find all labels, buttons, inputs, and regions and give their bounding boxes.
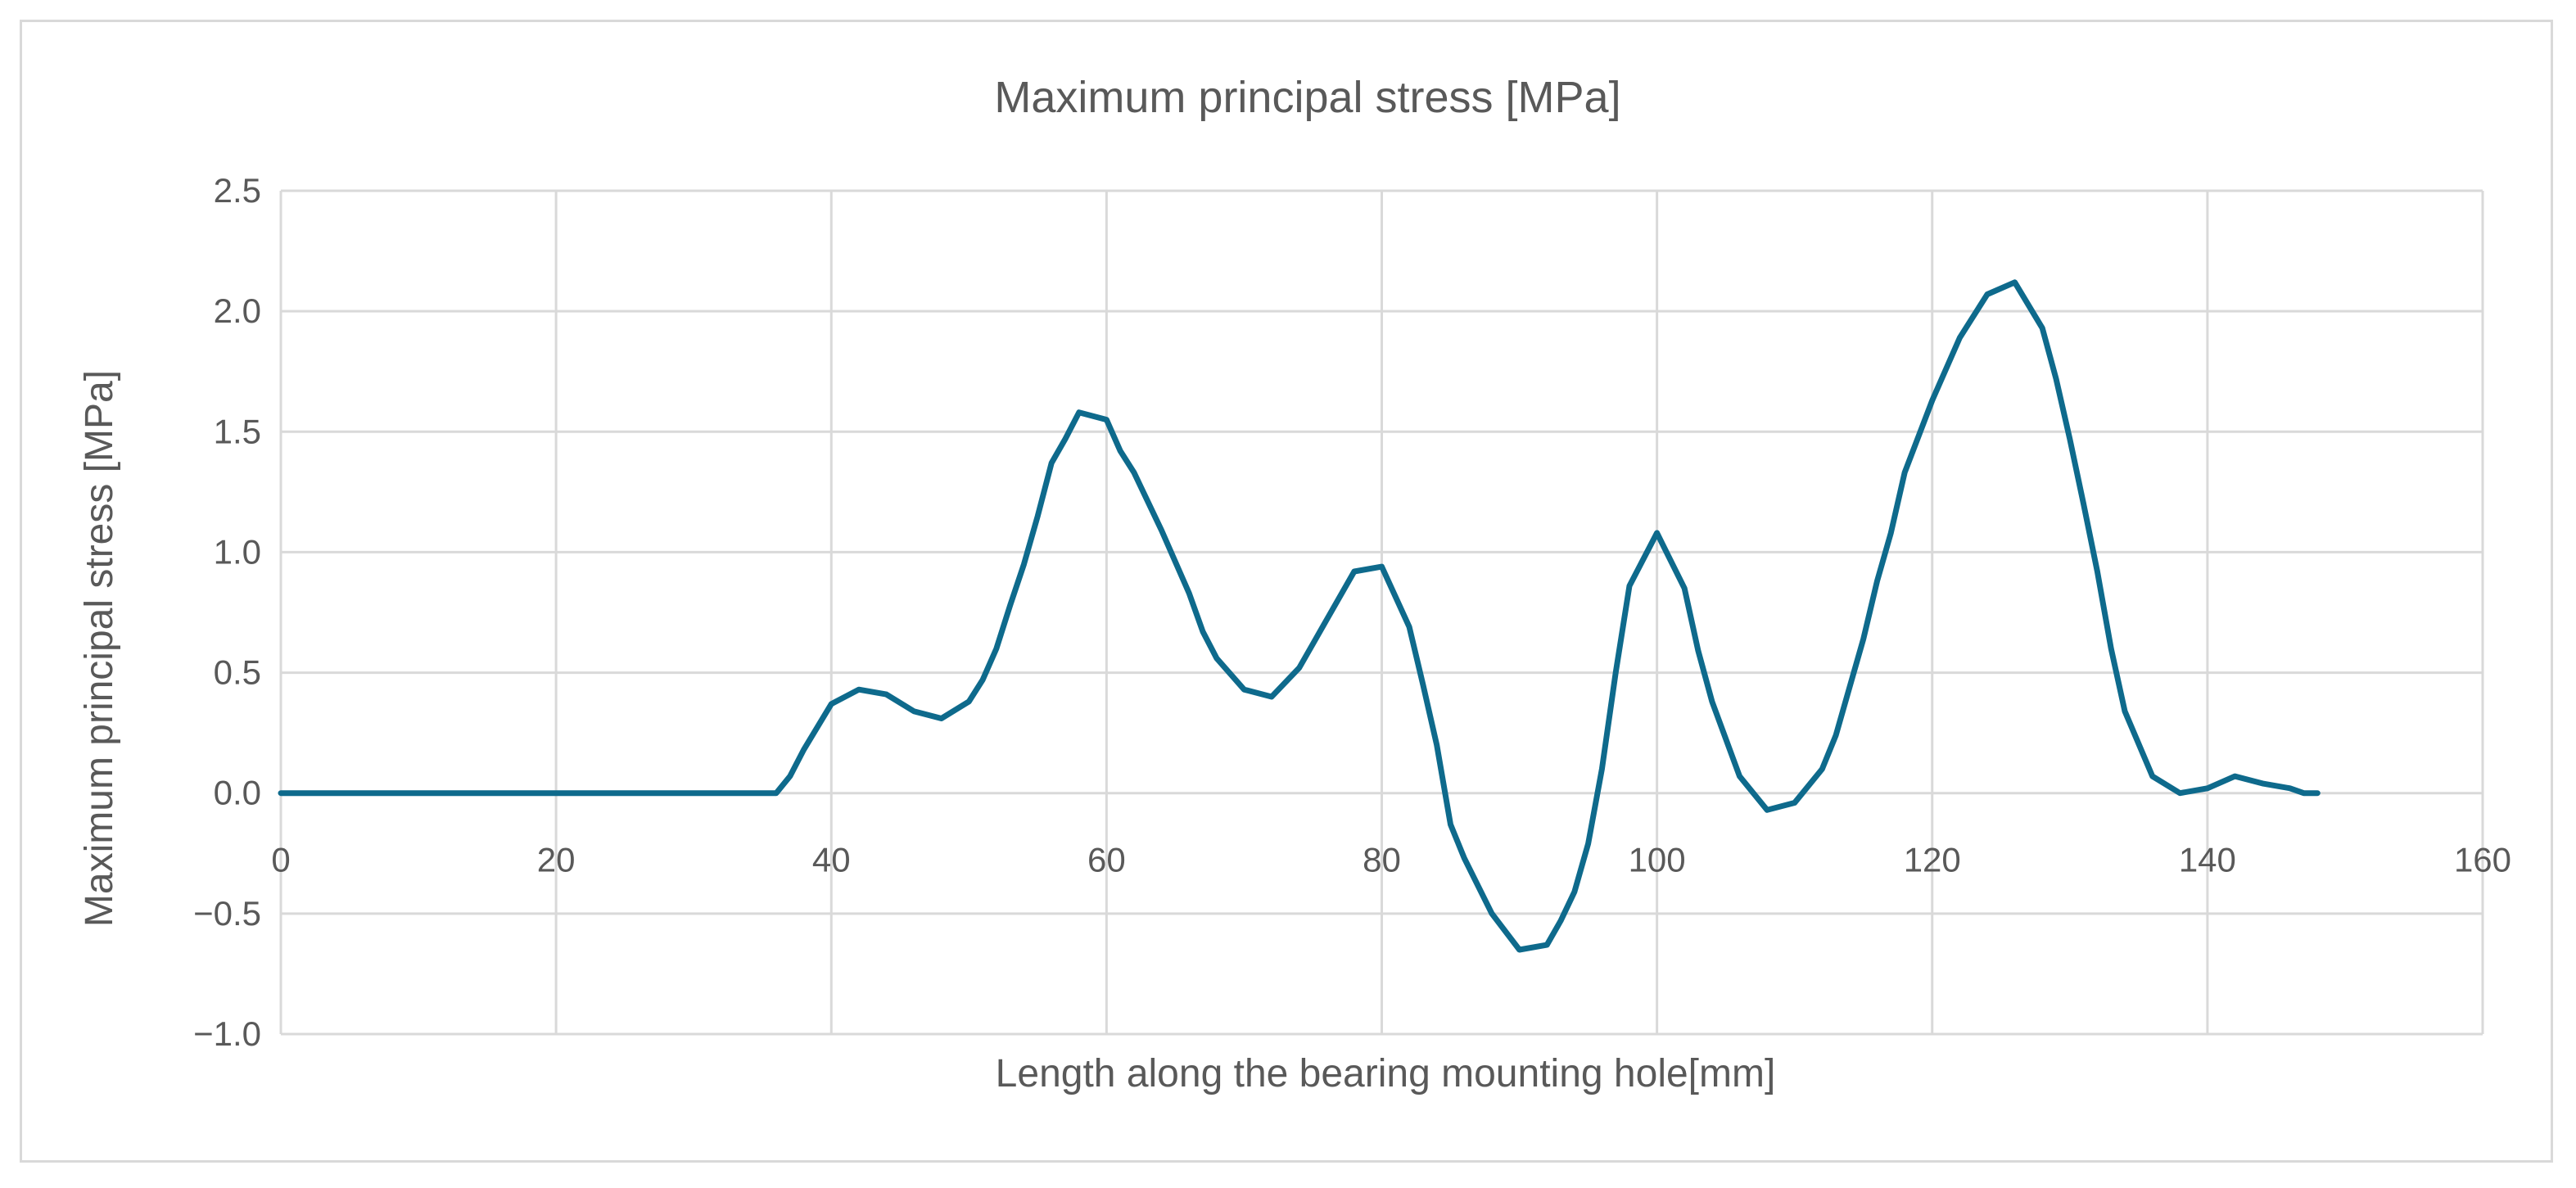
x-tick-labels: 0 20 40 60 80 100 120 140 160 [271, 841, 2511, 879]
y-tick-label: 1.0 [214, 532, 261, 571]
x-tick-label: 160 [2454, 841, 2511, 879]
series-line [278, 279, 2321, 953]
x-tick-label: 40 [812, 841, 851, 879]
y-tick-label: 1.5 [214, 412, 261, 450]
y-tick-label: −0.5 [193, 894, 261, 933]
y-tick-labels: 2.5 2.0 1.5 1.0 0.5 0.0 −0.5 −1.0 [193, 171, 261, 1053]
y-axis-title: Maximum principal stress [MPa] [78, 370, 121, 927]
grid-lines [279, 189, 2484, 1036]
y-tick-label: −1.0 [193, 1014, 261, 1053]
x-tick-label: 60 [1087, 841, 1126, 879]
x-tick-label: 100 [1629, 841, 1686, 879]
x-tick-label: 120 [1904, 841, 1961, 879]
x-axis-title: Length along the bearing mounting hole[m… [996, 1052, 1776, 1095]
x-tick-label: 80 [1363, 841, 1401, 879]
chart-svg: 2.5 2.0 1.5 1.0 0.5 0.0 −0.5 −1.0 0 20 40 60 80 100 1… [78, 73, 2511, 1095]
series-group [278, 279, 2321, 953]
y-tick-label: 2.0 [214, 291, 261, 330]
y-tick-label: 0.5 [214, 653, 261, 692]
x-tick-label: 0 [271, 841, 290, 879]
y-tick-label: 0.0 [214, 774, 261, 812]
chart-title: Maximum principal stress [MPa] [994, 73, 1620, 122]
chart-frame: 2.5 2.0 1.5 1.0 0.5 0.0 −0.5 −1.0 0 20 40 60 80 100 1… [20, 20, 2553, 1163]
y-tick-label: 2.5 [214, 171, 261, 210]
x-tick-label: 140 [2179, 841, 2236, 879]
x-tick-label: 20 [537, 841, 576, 879]
